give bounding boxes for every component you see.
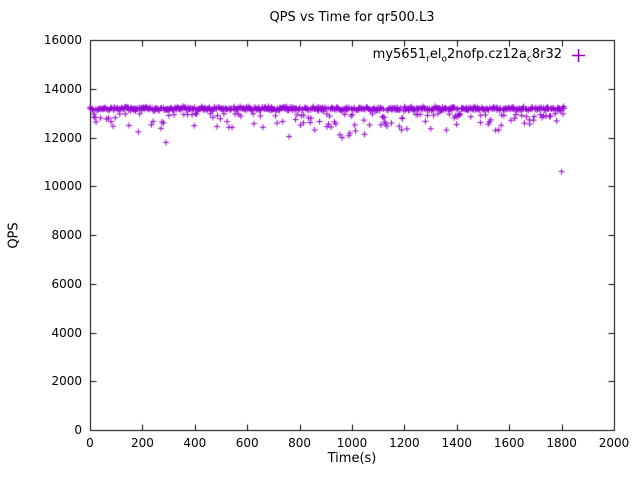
x-axis-label: Time(s)	[327, 451, 377, 466]
y-tick-label: 4000	[51, 325, 82, 340]
x-tick-label: 1800	[546, 436, 577, 450]
chart-title: QPS vs Time for qr500.L3	[269, 10, 435, 25]
legend: my5651relo2nofp.cz12ac8r32	[373, 47, 585, 65]
y-tick-label: 6000	[51, 276, 82, 291]
y-tick-label: 2000	[51, 374, 82, 389]
y-tick-label: 8000	[51, 228, 82, 242]
x-tick-label: 1200	[389, 436, 420, 450]
x-tick-label: 200	[130, 436, 154, 450]
x-tick-label: 1000	[336, 436, 368, 450]
y-tick-label: 16000	[43, 33, 82, 47]
x-tick-label: 600	[235, 436, 259, 450]
y-tick-label: 0	[74, 423, 82, 437]
x-tick-label: 0	[86, 436, 94, 450]
x-tick-label: 1400	[441, 436, 473, 450]
x-tick-label: 2000	[598, 436, 630, 450]
x-tick-label: 1600	[493, 436, 525, 450]
y-tick-label: 12000	[43, 130, 82, 145]
legend-series-label: my5651relo2nofp.cz12ac8r32	[372, 47, 562, 65]
plus-marker-icon	[572, 49, 585, 63]
x-tick-label: 400	[183, 436, 207, 450]
x-tick-label: 800	[288, 436, 312, 450]
y-tick-label: 10000	[43, 179, 82, 194]
y-tick-label: 14000	[43, 81, 82, 96]
